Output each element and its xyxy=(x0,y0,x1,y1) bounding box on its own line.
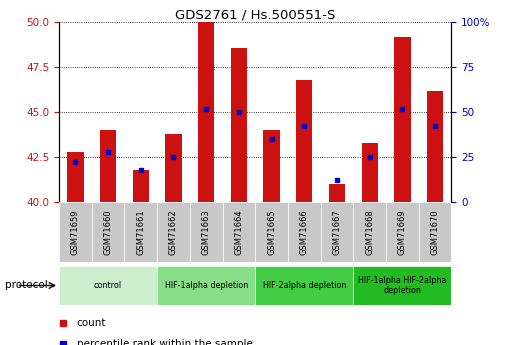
Text: GSM71668: GSM71668 xyxy=(365,209,374,255)
Text: GSM71661: GSM71661 xyxy=(136,209,145,255)
Bar xyxy=(362,142,378,202)
Text: GSM71667: GSM71667 xyxy=(332,209,342,255)
Text: GSM71665: GSM71665 xyxy=(267,209,276,255)
Bar xyxy=(231,48,247,202)
Text: GSM71666: GSM71666 xyxy=(300,209,309,255)
Bar xyxy=(288,202,321,262)
Bar xyxy=(132,169,149,202)
Text: GSM71669: GSM71669 xyxy=(398,209,407,255)
Bar xyxy=(296,80,312,202)
Text: count: count xyxy=(76,318,106,327)
Text: GSM71659: GSM71659 xyxy=(71,209,80,255)
Bar xyxy=(353,266,451,305)
Bar xyxy=(419,202,451,262)
Bar xyxy=(59,266,157,305)
Bar xyxy=(100,130,116,202)
Text: protocol: protocol xyxy=(5,280,48,290)
Text: HIF-1alpha depletion: HIF-1alpha depletion xyxy=(165,281,248,290)
Bar xyxy=(165,134,182,202)
Bar xyxy=(157,202,190,262)
Title: GDS2761 / Hs.500551-S: GDS2761 / Hs.500551-S xyxy=(175,8,336,21)
Bar xyxy=(223,202,255,262)
Text: HIF-1alpha HIF-2alpha
depletion: HIF-1alpha HIF-2alpha depletion xyxy=(358,276,447,295)
Text: percentile rank within the sample: percentile rank within the sample xyxy=(76,339,252,345)
Bar xyxy=(394,37,410,202)
Text: GSM71662: GSM71662 xyxy=(169,209,178,255)
Bar xyxy=(427,91,443,202)
Text: GSM71660: GSM71660 xyxy=(104,209,112,255)
Bar xyxy=(255,202,288,262)
Bar xyxy=(198,22,214,202)
Text: GSM71670: GSM71670 xyxy=(430,209,440,255)
Bar xyxy=(124,202,157,262)
Bar xyxy=(329,184,345,202)
Bar xyxy=(190,202,223,262)
Text: control: control xyxy=(94,281,122,290)
Bar xyxy=(255,266,353,305)
Bar xyxy=(353,202,386,262)
Text: HIF-2alpha depletion: HIF-2alpha depletion xyxy=(263,281,346,290)
Text: GSM71664: GSM71664 xyxy=(234,209,243,255)
Bar xyxy=(263,130,280,202)
Bar xyxy=(59,202,92,262)
Bar xyxy=(92,202,125,262)
Bar xyxy=(67,151,84,202)
Text: GSM71663: GSM71663 xyxy=(202,209,211,255)
Bar xyxy=(321,202,353,262)
Bar xyxy=(386,202,419,262)
Bar xyxy=(157,266,255,305)
